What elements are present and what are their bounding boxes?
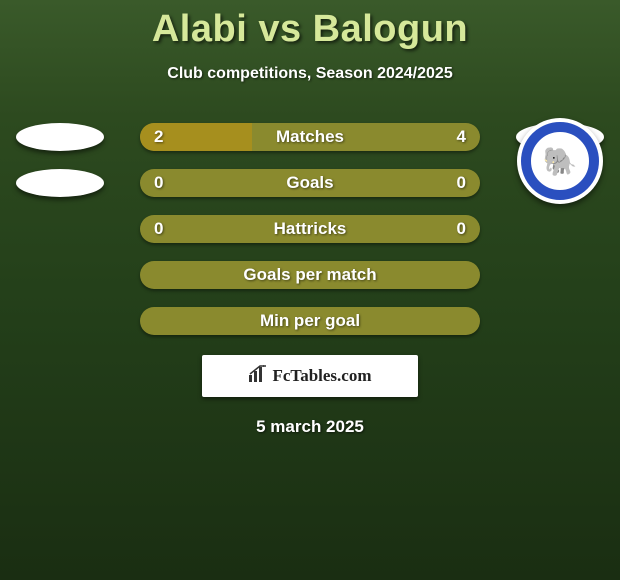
stat-bar: 24Matches [140,123,480,151]
stat-bar: 00Goals [140,169,480,197]
left-badge-slot [15,163,105,203]
chart-icon [248,365,268,388]
stat-label: Matches [140,127,480,147]
placeholder-ellipse [16,123,104,151]
stat-label: Goals per match [140,265,480,285]
brand-text: FcTables.com [272,366,371,386]
stat-bar: Min per goal [140,307,480,335]
stat-label: Goals [140,173,480,193]
stat-label: Hattricks [140,219,480,239]
stat-bar: Goals per match [140,261,480,289]
placeholder-ellipse [16,169,104,197]
left-badge-slot [15,117,105,157]
page-subtitle: Club competitions, Season 2024/2025 [167,65,452,83]
stat-label: Min per goal [140,311,480,331]
stat-row: 🐘00Goals [0,169,620,197]
stat-row: Goals per match [0,261,620,289]
date-label: 5 march 2025 [256,417,364,437]
stat-row: Min per goal [0,307,620,335]
brand-badge: FcTables.com [202,355,418,397]
club-badge: 🐘 [517,118,603,204]
page-title: Alabi vs Balogun [152,8,468,51]
stats-rows: 24Matches🐘00Goals00HattricksGoals per ma… [0,123,620,335]
right-badge-slot: 🐘 [515,140,605,226]
stat-row: 00Hattricks [0,215,620,243]
stat-bar: 00Hattricks [140,215,480,243]
